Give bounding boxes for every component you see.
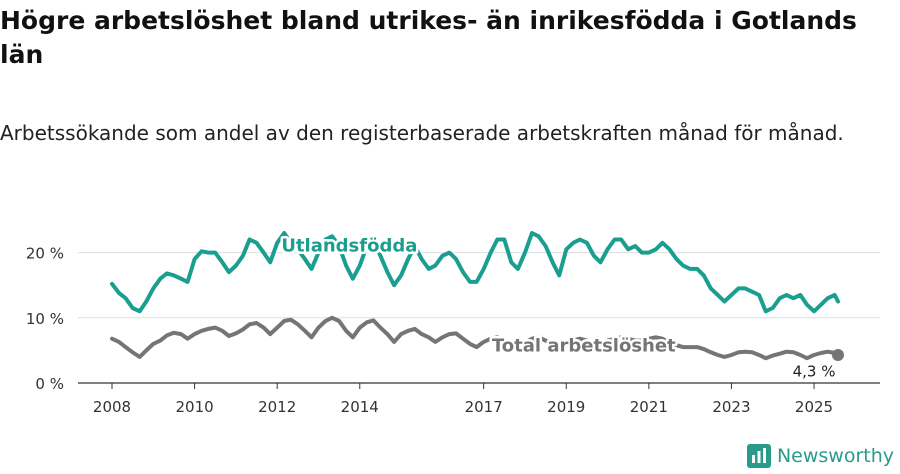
x-tick-label: 2019 (547, 398, 585, 416)
x-tick-label: 2017 (465, 398, 503, 416)
y-tick-label: 10 % (26, 310, 64, 328)
x-tick-label: 2025 (795, 398, 833, 416)
y-tick-label: 0 % (35, 375, 64, 393)
brand-logo: Newsworthy (746, 444, 894, 468)
series-labels: Utlandsfödda Total arbetslöshet 4,3 % (279, 233, 844, 382)
x-tick-label: 2023 (712, 398, 750, 416)
grid-lines (78, 252, 880, 384)
y-axis: 0 % 10 % 20 % (26, 245, 64, 393)
series-label-0: Utlandsfödda (281, 235, 417, 256)
series-line-1 (110, 315, 840, 361)
end-point-marker (831, 348, 844, 361)
series-line-0 (110, 231, 840, 314)
brand-name: Newsworthy (776, 445, 894, 467)
chart-subtitle: Arbetssökande som andel av den registerb… (0, 121, 844, 145)
x-tick-label: 2010 (175, 398, 213, 416)
chart-title: Högre arbetslöshet bland utrikes- än inr… (0, 6, 857, 69)
y-tick-label: 20 % (26, 245, 64, 263)
x-tick-label: 2014 (341, 398, 379, 416)
x-axis: 2008 2010 2012 2014 2017 2019 2021 2023 2025 (93, 383, 833, 416)
series-label-1: Total arbetslöshet (492, 336, 676, 357)
x-tick-label: 2008 (93, 398, 131, 416)
end-value-label: 4,3 % (793, 362, 836, 380)
x-tick-label: 2012 (258, 398, 296, 416)
newsworthy-logo-icon (746, 444, 771, 468)
series-lines (110, 231, 840, 361)
x-tick-label: 2021 (630, 398, 668, 416)
